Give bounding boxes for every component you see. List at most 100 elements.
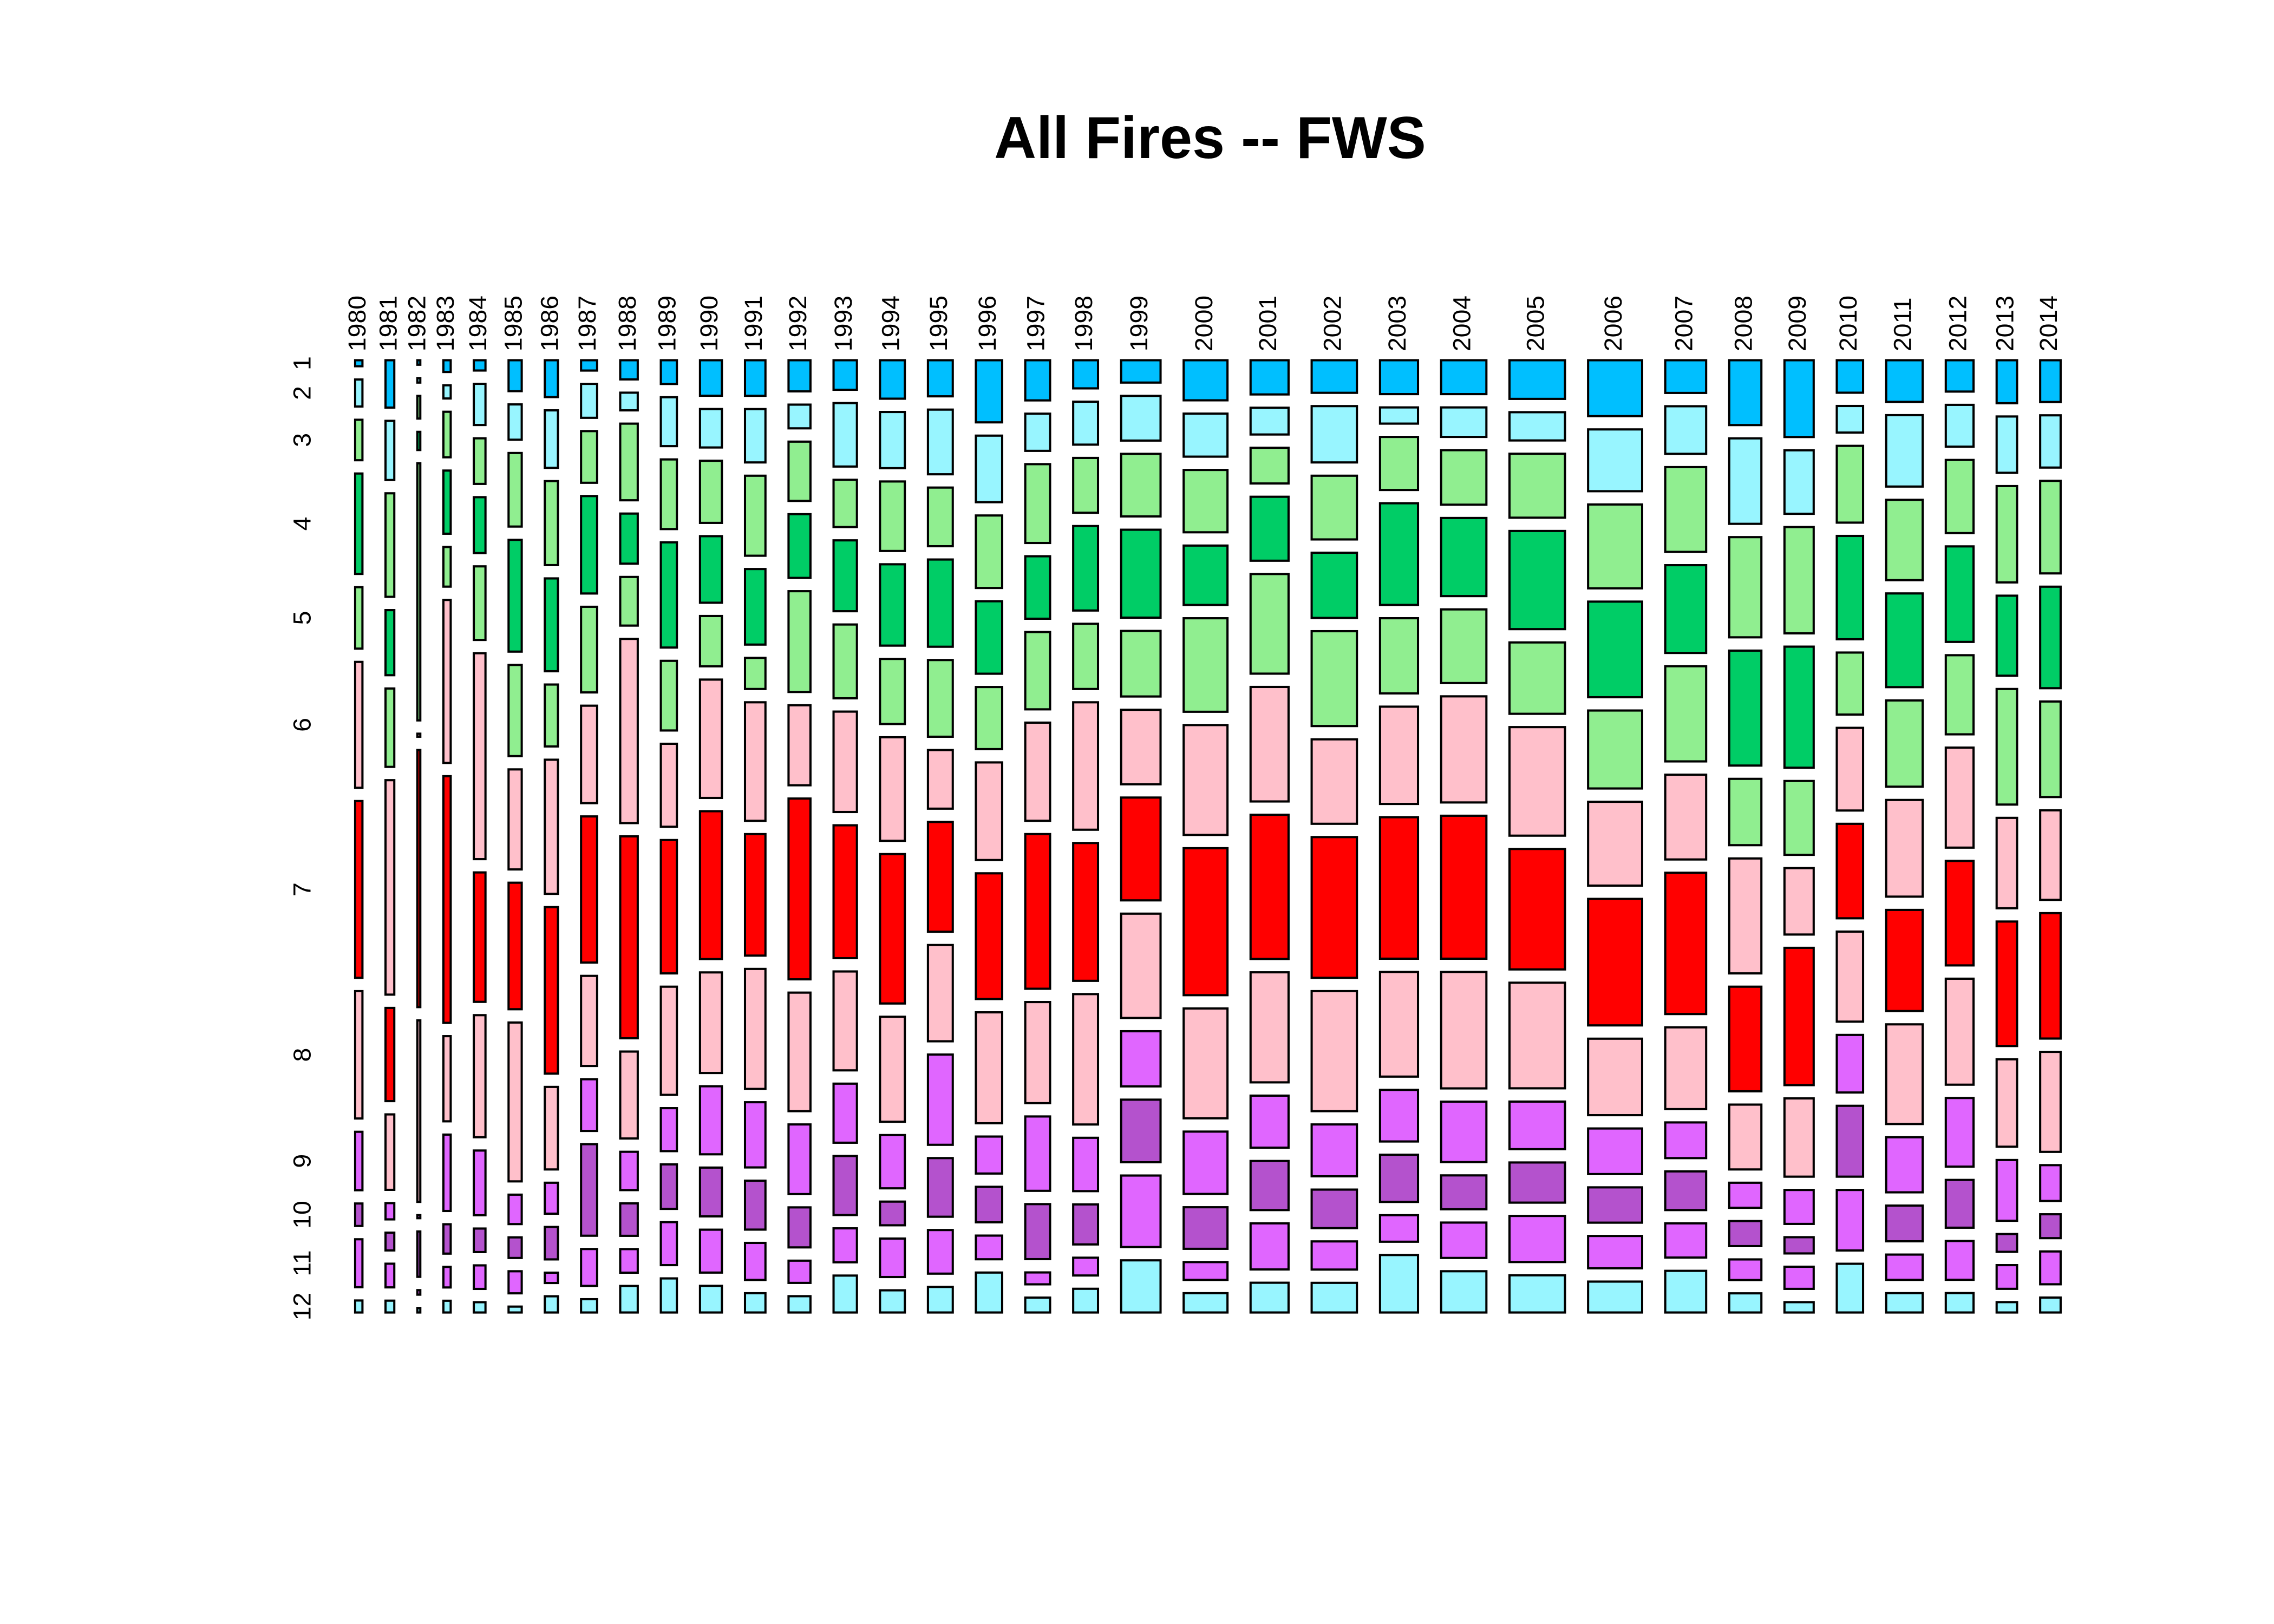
mosaic-cell [1024, 1001, 1051, 1104]
mosaic-cell [1944, 654, 1975, 736]
mosaic-cell [384, 359, 396, 409]
mosaic-cell [2039, 809, 2062, 901]
mosaic-cell [1783, 1189, 1815, 1225]
mosaic-cell [442, 775, 452, 1024]
mosaic-cell [1835, 726, 1865, 812]
year-label: 2008 [1729, 296, 1757, 351]
mosaic-cell [580, 1248, 598, 1287]
mosaic-cell [1835, 534, 1865, 640]
mosaic-cell [659, 359, 678, 385]
mosaic-cell [832, 539, 858, 613]
mosaic-cell [1508, 529, 1566, 631]
mosaic-cell [442, 410, 452, 459]
mosaic-cell [832, 623, 858, 700]
mosaic-cell [1995, 359, 2018, 404]
mosaic-cell [442, 599, 452, 764]
mosaic-cell [787, 991, 812, 1112]
mosaic-cell [698, 614, 723, 667]
mosaic-cell [1310, 1281, 1358, 1314]
mosaic-cell [1440, 1270, 1488, 1314]
mosaic-cell [1587, 709, 1644, 790]
mosaic-cell [619, 1050, 639, 1140]
mosaic-cell [1944, 1292, 1975, 1314]
year-label: 1993 [829, 296, 857, 351]
mosaic-cell [384, 1232, 396, 1252]
mosaic-cell [1024, 1296, 1051, 1314]
mosaic-cell [1378, 1214, 1420, 1243]
mosaic-cell [544, 683, 559, 748]
mosaic-cell [1120, 1030, 1162, 1088]
mosaic-cell [384, 420, 396, 481]
mosaic-cell [442, 384, 452, 400]
mosaic-cell [659, 541, 678, 649]
mosaic-cell [1120, 1259, 1162, 1314]
mosaic-cell [473, 1149, 487, 1216]
mosaic-cell [1182, 1261, 1229, 1281]
mosaic-cell [507, 403, 523, 441]
mosaic-cell [698, 810, 723, 960]
mosaic-cell [1783, 1301, 1815, 1314]
mosaic-cell [975, 761, 1003, 861]
mosaic-cell [1120, 395, 1162, 442]
mosaic-cell [2039, 1213, 2062, 1240]
year-label: 2005 [1521, 296, 1550, 351]
mosaic-cell [1249, 495, 1290, 562]
mosaic-cell [1995, 415, 2018, 474]
mosaic-cell [1728, 437, 1763, 525]
mosaic-cell [1249, 359, 1290, 396]
mosaic-cell [2039, 359, 2062, 403]
mosaic-cell [473, 1227, 487, 1254]
mosaic-cell [1182, 847, 1229, 997]
mosaic-cell [1024, 463, 1051, 545]
mosaic-cell [1587, 1235, 1644, 1269]
mosaic-cell [1120, 1174, 1162, 1248]
mosaic-cell [879, 563, 906, 647]
mosaic-cell [743, 1180, 767, 1231]
mosaic-cell [384, 687, 396, 768]
mosaic-cell [473, 1264, 487, 1291]
mosaic-cell [544, 1181, 559, 1215]
mosaic-cell [1508, 981, 1566, 1090]
mosaic-cell [1995, 1301, 2018, 1314]
mosaic-cell [1182, 1007, 1229, 1119]
mosaic-cell [1664, 1121, 1708, 1160]
year-label: 2002 [1318, 296, 1347, 351]
mosaic-cell [698, 1166, 723, 1218]
mosaic-cell [1378, 816, 1420, 960]
mosaic-cell [926, 1286, 954, 1314]
mosaic-cell [1728, 1181, 1763, 1209]
mosaic-cell [1835, 1189, 1865, 1252]
mosaic-cell [507, 664, 523, 757]
mosaic-cell [1664, 466, 1708, 553]
mosaic-cell [975, 1186, 1003, 1224]
mosaic-cell [1885, 1023, 1924, 1125]
mosaic-cell [473, 359, 487, 372]
mosaic-cell [926, 749, 954, 810]
mosaic-cell [1182, 1130, 1229, 1195]
mosaic-cell [1440, 1221, 1488, 1259]
mosaic-cell [1944, 1240, 1975, 1281]
mosaic-cell [1944, 1097, 1975, 1168]
mosaic-cell [743, 1241, 767, 1281]
mosaic-cell [2039, 1051, 2062, 1153]
year-label: 1994 [877, 296, 905, 351]
year-label: 2012 [1944, 296, 1972, 351]
mosaic-cell [1664, 1269, 1708, 1314]
mosaic-cell [1072, 400, 1100, 446]
mosaic-cell [580, 1143, 598, 1237]
mosaic-cell [354, 990, 364, 1120]
mosaic-cell [1024, 721, 1051, 822]
mosaic-cell [743, 1101, 767, 1169]
mosaic-cell [1995, 484, 2018, 584]
mosaic-cell [1728, 1292, 1763, 1314]
mosaic-cell [879, 1200, 906, 1227]
mosaic-cell [1249, 685, 1290, 803]
mosaic-cell [743, 359, 767, 397]
mosaic-cell [1440, 1101, 1488, 1163]
mosaic-cell [698, 1228, 723, 1274]
mosaic-cell [879, 1289, 906, 1314]
mosaic-cell [832, 1274, 858, 1314]
mosaic-cell [416, 1289, 422, 1296]
mosaic-cell [698, 359, 723, 397]
